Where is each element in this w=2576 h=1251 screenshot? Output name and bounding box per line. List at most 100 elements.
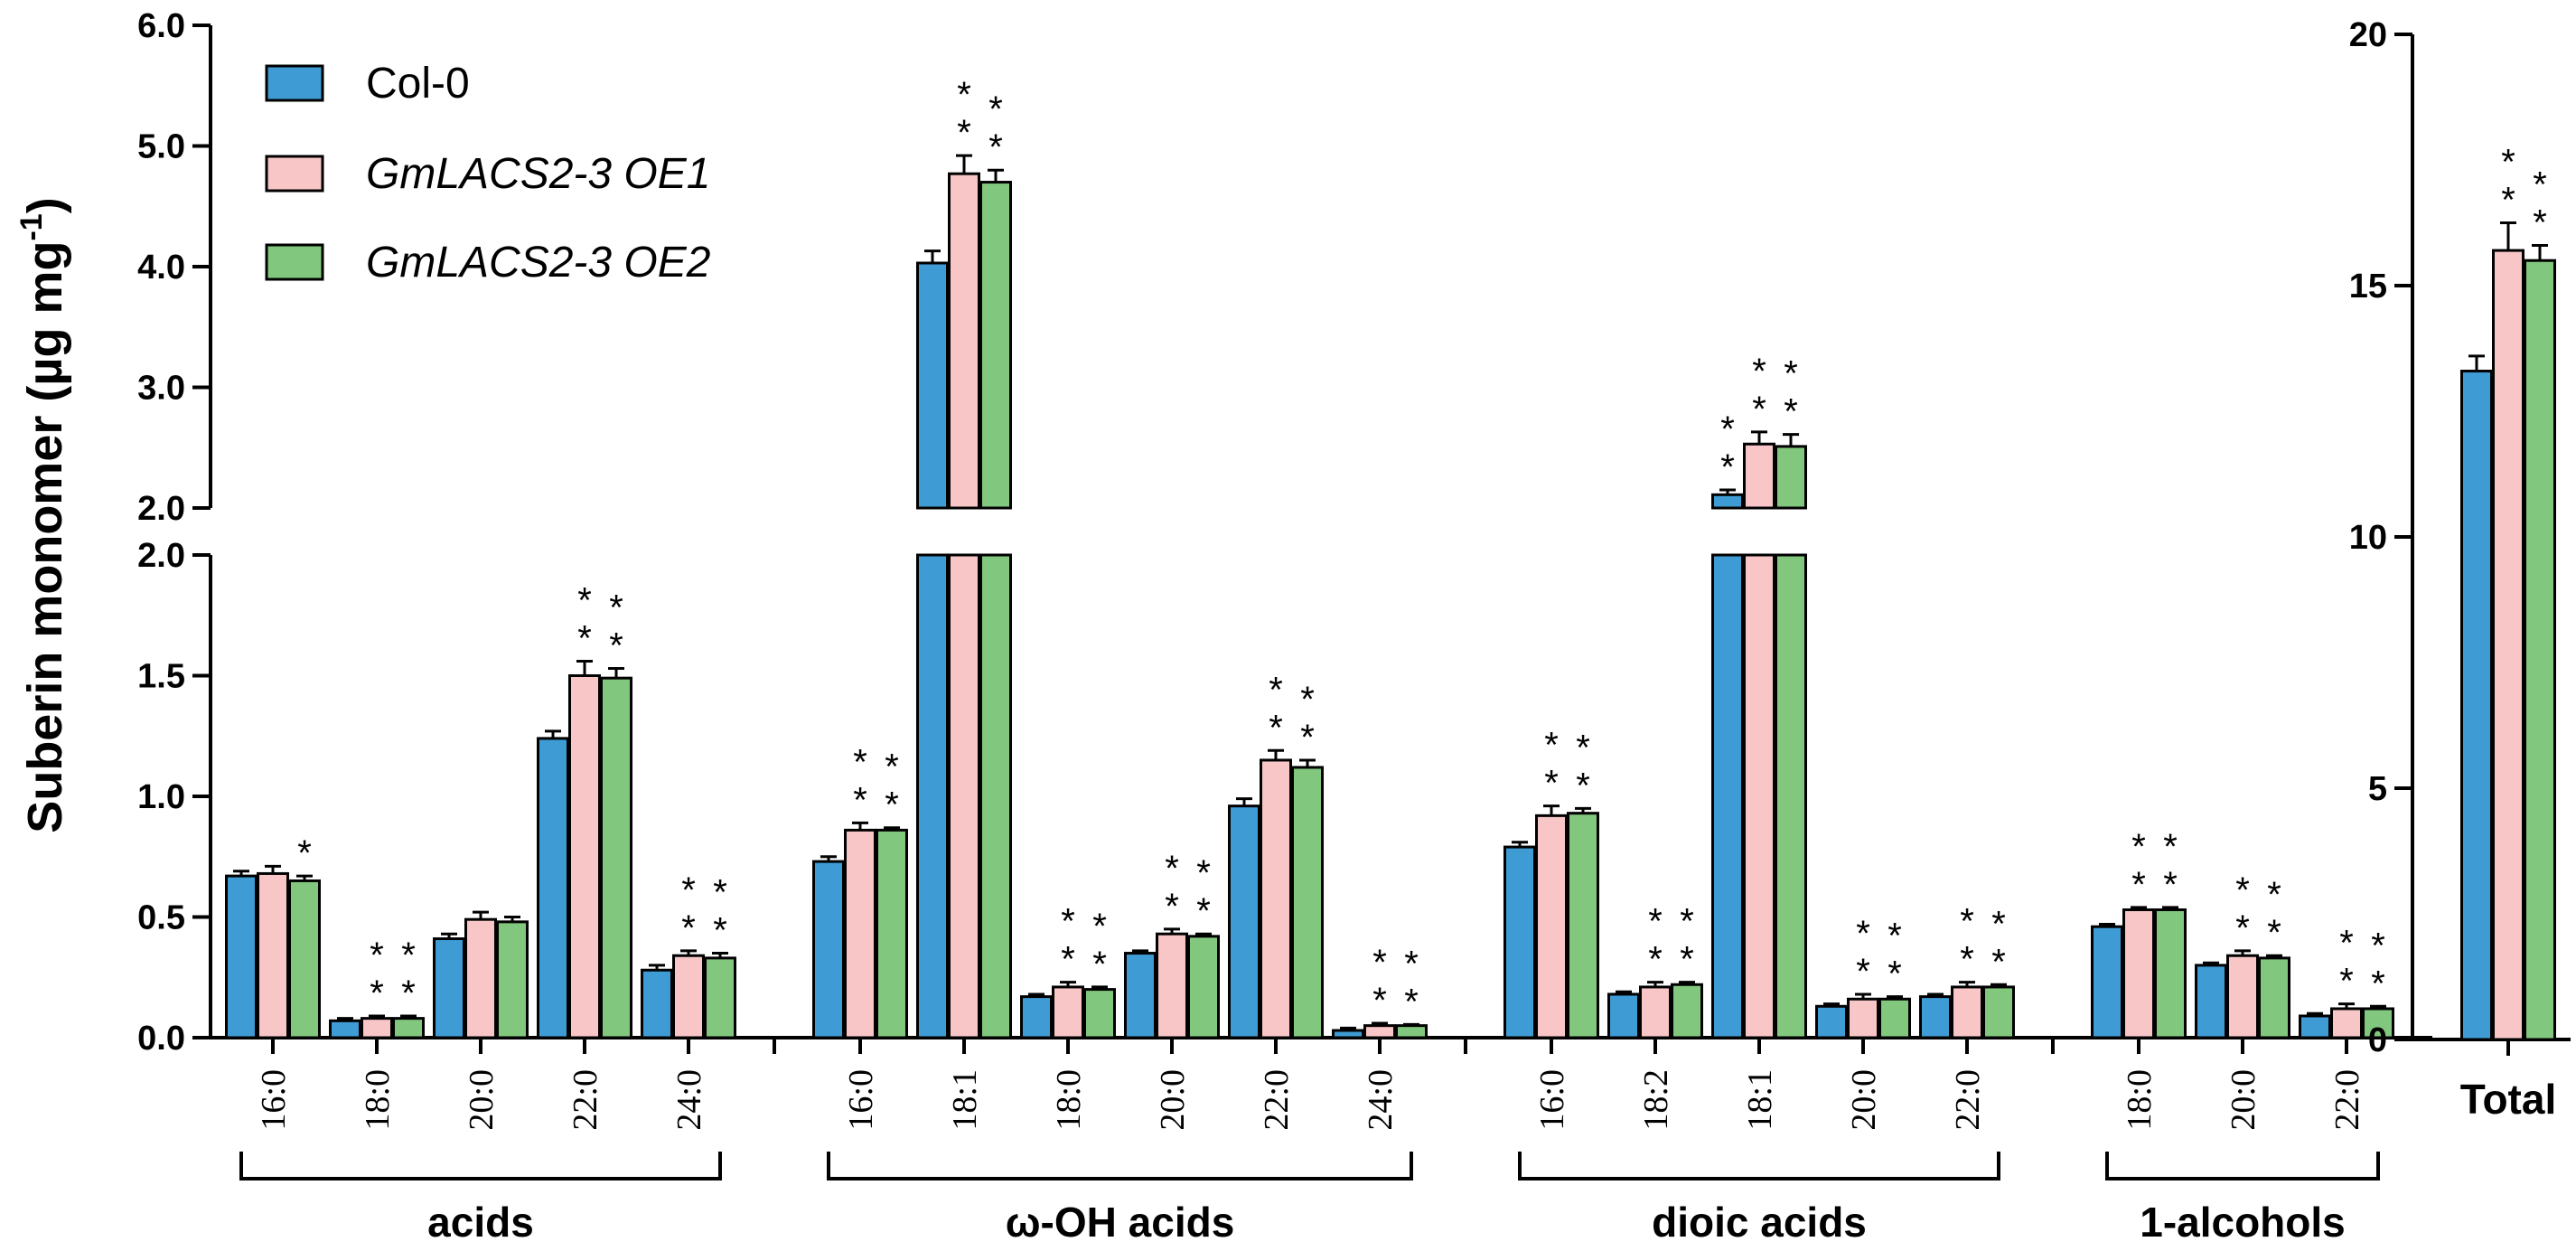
significance-star: * — [988, 127, 1003, 167]
bar — [288, 879, 321, 1039]
x-category-label: 18:0 — [359, 1069, 397, 1131]
bar — [2330, 1007, 2363, 1039]
group-label: acids — [427, 1199, 534, 1246]
x-category-label: 18:1 — [946, 1069, 984, 1131]
significance-star: * — [2235, 870, 2250, 910]
significance-star: * — [2131, 865, 2146, 905]
bar — [1395, 1024, 1428, 1039]
significance-star: * — [1300, 718, 1315, 757]
y-tick-label: 6.0 — [137, 7, 185, 45]
significance-star: * — [2267, 913, 2281, 953]
group-label: 1-alcohols — [2140, 1199, 2346, 1246]
significance-star: * — [885, 785, 899, 825]
bar — [1052, 985, 1084, 1039]
significance-star: * — [1960, 902, 1974, 942]
significance-star: * — [2131, 827, 2146, 867]
bar — [1503, 845, 1536, 1039]
significance-star: * — [1856, 914, 1870, 954]
bar — [1332, 1029, 1364, 1039]
x-category-label: 24:0 — [1362, 1069, 1400, 1131]
significance-star: * — [1960, 940, 1974, 980]
y-tick-label: 1.0 — [137, 778, 185, 816]
significance-star: * — [1196, 891, 1211, 931]
significance-star: * — [713, 873, 727, 913]
significance-star: * — [1576, 766, 1590, 805]
bar — [812, 860, 845, 1039]
significance-star: * — [1404, 982, 1419, 1021]
y-tick-label: 5.0 — [137, 128, 185, 166]
bar — [361, 1017, 393, 1039]
x-category-label: 18:2 — [1637, 1069, 1675, 1131]
y-tick-label: 0.5 — [137, 899, 185, 937]
significance-star: * — [1061, 902, 1075, 942]
group-bracket — [239, 1152, 722, 1180]
y-axis-title: Suberin monomer (µg mg-1) — [14, 197, 72, 832]
significance-star: * — [853, 742, 867, 782]
bar — [1228, 804, 1260, 1039]
bar — [2091, 925, 2123, 1039]
bar — [1083, 988, 1116, 1039]
main-plot-area: ****************************************… — [225, 75, 2394, 1039]
bar — [1743, 442, 1775, 510]
significance-star: * — [1991, 942, 2006, 982]
significance-star: * — [2163, 827, 2178, 867]
significance-star: * — [1784, 392, 1798, 432]
bar — [1187, 935, 1220, 1039]
bar — [1711, 493, 1744, 510]
bar — [916, 553, 949, 1039]
x-category-label: 16:0 — [842, 1069, 880, 1131]
group-brackets: acids ω-OH acids dioic acids 1-alcohols — [239, 1152, 2380, 1246]
significance-star: * — [297, 833, 312, 873]
significance-star: * — [1680, 940, 1694, 980]
significance-star: * — [957, 75, 971, 115]
significance-star: * — [1165, 849, 1179, 889]
group-bracket — [1518, 1152, 2000, 1180]
bar — [641, 968, 673, 1039]
significance-star: * — [1544, 726, 1559, 766]
x-category-label: 22:0 — [1949, 1069, 1987, 1131]
bar — [496, 920, 529, 1039]
bar — [2362, 1007, 2394, 1039]
significance-star: * — [2533, 203, 2547, 243]
significance-star: * — [1856, 952, 1870, 992]
significance-star: * — [957, 113, 971, 153]
group-label: ω-OH acids — [1006, 1199, 1235, 1246]
bar — [1363, 1024, 1396, 1039]
y-tick-label: 3.0 — [137, 370, 185, 408]
x-category-label: 20:0 — [2225, 1069, 2262, 1131]
significance-star: * — [1648, 940, 1663, 980]
significance-star: * — [1372, 981, 1387, 1021]
significance-star: * — [1404, 944, 1419, 983]
bar — [433, 937, 465, 1039]
significance-star: * — [988, 89, 1003, 129]
significance-star: * — [1196, 853, 1211, 893]
x-category-label: 22:0 — [2328, 1069, 2366, 1131]
legend: Col-0 GmLACS2-3 OE1 GmLACS2-3 OE2 — [265, 60, 710, 287]
significance-star: * — [1648, 902, 1663, 942]
bar — [1951, 985, 1983, 1039]
bar — [1847, 997, 1879, 1039]
bar — [537, 737, 569, 1039]
x-category-label: 22:0 — [1258, 1069, 1296, 1131]
bar — [1639, 985, 1672, 1039]
significance-star: * — [2533, 165, 2547, 205]
significance-star: * — [1372, 943, 1387, 983]
total-bar — [2524, 259, 2556, 1041]
bar — [2195, 964, 2227, 1039]
legend-swatch-col0 — [265, 64, 324, 102]
total-bar — [2492, 249, 2524, 1041]
bar — [2258, 956, 2290, 1039]
significance-star: * — [681, 908, 696, 948]
significance-star: * — [2339, 924, 2354, 964]
bar — [1775, 445, 1807, 510]
significance-star: * — [2371, 926, 2385, 965]
significance-star: * — [1300, 680, 1315, 720]
significance-star: * — [1092, 945, 1107, 984]
x-category-label: 20:0 — [463, 1069, 501, 1131]
bar — [2226, 954, 2259, 1039]
bar — [979, 553, 1012, 1039]
group-bracket — [2105, 1152, 2380, 1180]
bar — [1535, 814, 1568, 1039]
significance-star: * — [1061, 940, 1075, 980]
